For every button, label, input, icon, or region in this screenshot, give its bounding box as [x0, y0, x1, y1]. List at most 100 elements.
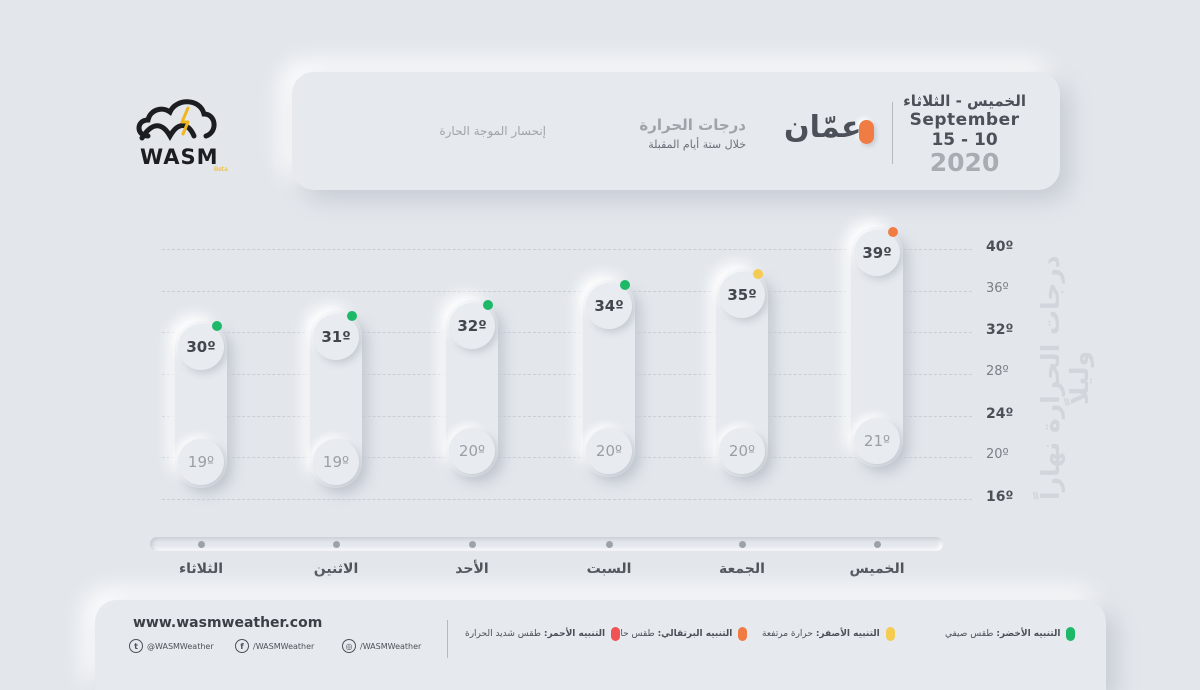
instagram-handle[interactable]: ◎ /WASMWeather: [342, 639, 421, 653]
legend-description: طقس شديد الحرارة: [465, 629, 544, 639]
alert-status-dot: [483, 300, 493, 311]
day-label: الأحد: [455, 561, 489, 577]
legend-item-green: التنبيه الأخضر: طقس صيفي: [945, 627, 1076, 641]
day-label: الاثنين: [313, 561, 359, 577]
footer-card: www.wasmweather.com t @WASMWeather f /WA…: [95, 600, 1106, 690]
gridline: [162, 374, 972, 375]
legend-swatch: [1066, 627, 1076, 641]
alert-status-dot: [347, 310, 357, 321]
day-marker: [739, 541, 746, 548]
forecast-subtitle: خلال ستة أيام المقبلة: [648, 138, 746, 151]
gridline: [162, 415, 972, 417]
gridline: [162, 332, 972, 334]
temperature-bar: 34º 20º: [583, 279, 635, 478]
legend-description: طقس حار: [616, 629, 658, 639]
legend-swatch: [885, 627, 895, 641]
legend-title: التنبيه الأصفر:: [815, 629, 880, 639]
day-label: الثلاثاء: [178, 561, 224, 577]
legend-item-yellow: التنبيه الأصفر: حرارة مرتفعة: [762, 627, 895, 641]
legend-item-red: التنبيه الأحمر: طقس شديد الحرارة: [465, 627, 621, 641]
high-temp-label: 39º: [854, 230, 900, 277]
date-days: الخميس - الثلاثاء: [903, 92, 1026, 110]
day-marker: [469, 541, 476, 548]
website-link[interactable]: www.wasmweather.com: [133, 615, 323, 631]
y-tick-label: 36º: [986, 280, 1009, 296]
y-tick-label: 28º: [986, 364, 1009, 379]
date-month: September: [909, 110, 1020, 130]
logo-text: WASM: [140, 145, 219, 169]
low-temp-label: 20º: [449, 428, 495, 475]
day-track: [150, 537, 943, 551]
city-name: عمّان: [784, 110, 862, 145]
gridline: [162, 499, 972, 500]
twitter-handle[interactable]: t @WASMWeather: [129, 639, 214, 653]
alert-status-dot: [212, 321, 222, 332]
high-temp-label: 32º: [449, 303, 495, 350]
day-label: الجمعة: [719, 561, 765, 577]
y-tick-label: 20º: [986, 447, 1009, 463]
day-marker: [874, 541, 881, 548]
y-tick-label: 24º: [986, 405, 1014, 422]
alert-status-dot: [888, 227, 898, 238]
high-temp-label: 30º: [178, 324, 224, 371]
y-tick-label: 16º: [986, 489, 1014, 505]
temperature-bar: 31º 19º: [310, 310, 362, 488]
temperature-bar: 32º 20º: [446, 300, 498, 478]
forecast-note: إنحسار الموجة الحارة: [439, 124, 546, 138]
legend-swatch: [611, 627, 621, 641]
legend-description: طقس صيفي: [945, 629, 997, 639]
facebook-handle[interactable]: f /WASMWeather: [235, 639, 314, 653]
legend-title: التنبيه الأحمر:: [543, 629, 606, 639]
logo-beta-tag: Beta: [214, 166, 228, 173]
facebook-text: /WASMWeather: [253, 641, 315, 651]
high-temp-label: 35º: [719, 272, 765, 319]
gridline: [162, 290, 972, 292]
header-card: الخميس - الثلاثاء September 15 - 10 2020…: [292, 72, 1060, 190]
y-axis-label: درجات الحرارة نهاراً وليلاً: [1036, 255, 1094, 501]
date-year: 2020: [929, 148, 1000, 177]
cloud-logo-icon: [136, 99, 217, 142]
forecast-title: درجات الحرارة: [639, 116, 746, 134]
low-temp-label: 19º: [313, 438, 359, 485]
legend-text: التنبيه الأخضر: طقس صيفي: [945, 629, 1060, 639]
gridline: [162, 249, 972, 250]
day-label: الخميس: [849, 561, 905, 577]
twitter-icon: t: [129, 639, 143, 653]
low-temp-label: 21º: [854, 417, 900, 464]
footer-divider: [447, 620, 448, 658]
y-tick-label: 40º: [986, 239, 1014, 255]
header-divider: [892, 102, 893, 164]
alert-status-dot: [620, 279, 630, 290]
day-marker: [333, 541, 340, 548]
day-marker: [198, 541, 205, 548]
low-temp-label: 20º: [586, 428, 632, 475]
date-range: الخميس - الثلاثاء September 15 - 10 2020: [903, 92, 1026, 176]
twitter-text: @WASMWeather: [147, 641, 214, 651]
temperature-bar: 35º 20º: [716, 269, 768, 478]
temperature-bar: 39º 21º: [851, 227, 903, 467]
legend-text: التنبيه البرتقالي: طقس حار: [616, 629, 732, 639]
alert-status-dot: [753, 269, 763, 280]
legend-swatch: [738, 627, 748, 641]
legend-title: التنبيه الأخضر:: [996, 629, 1061, 639]
facebook-icon: f: [235, 639, 249, 653]
low-temp-label: 20º: [719, 428, 765, 475]
legend-description: حرارة مرتفعة: [762, 629, 816, 639]
low-temp-label: 19º: [178, 438, 224, 485]
day-label: السبت: [586, 561, 632, 577]
legend-item-orange: التنبيه البرتقالي: طقس حار: [616, 627, 748, 641]
gridline: [162, 457, 972, 459]
legend-title: التنبيه البرتقالي:: [657, 629, 733, 639]
date-span: 15 - 10: [931, 130, 998, 150]
y-tick-label: 32º: [986, 322, 1014, 339]
instagram-text: /WASMWeather: [360, 641, 422, 651]
day-marker: [606, 541, 613, 548]
high-temp-label: 34º: [586, 282, 632, 329]
wasm-logo: WASM Beta: [128, 92, 238, 182]
temperature-bar: 30º 19º: [175, 321, 227, 488]
legend-text: التنبيه الأحمر: طقس شديد الحرارة: [465, 629, 605, 639]
high-temp-label: 31º: [313, 313, 359, 360]
legend-text: التنبيه الأصفر: حرارة مرتفعة: [762, 629, 880, 639]
city-alert-indicator: [859, 120, 874, 144]
instagram-icon: ◎: [342, 639, 356, 653]
